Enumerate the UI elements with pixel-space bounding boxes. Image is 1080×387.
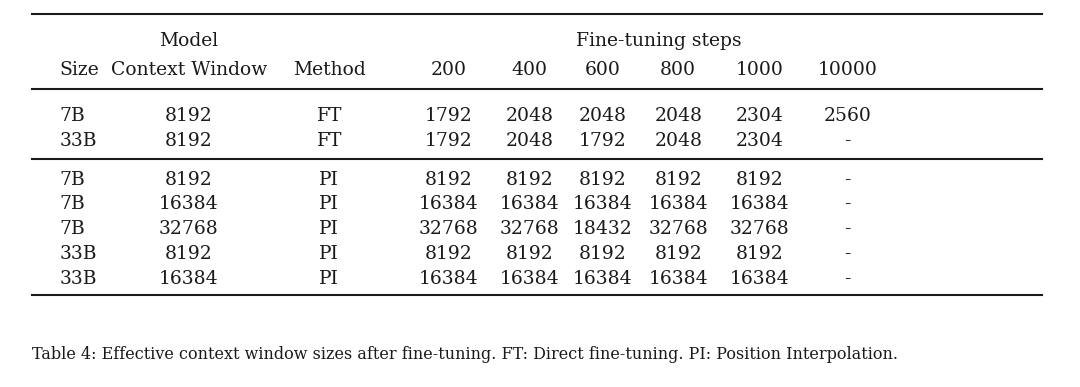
Text: 2048: 2048 (654, 132, 702, 150)
Text: -: - (845, 220, 851, 238)
Text: Model: Model (160, 32, 218, 50)
Text: 16384: 16384 (648, 270, 708, 288)
Text: 2048: 2048 (505, 107, 553, 125)
Text: 8192: 8192 (505, 245, 553, 263)
Text: 2048: 2048 (654, 107, 702, 125)
Text: 8192: 8192 (165, 107, 213, 125)
Text: 7B: 7B (59, 107, 85, 125)
Text: 18432: 18432 (572, 220, 633, 238)
Text: PI: PI (320, 171, 339, 189)
Text: 7B: 7B (59, 171, 85, 189)
Text: 2048: 2048 (505, 132, 553, 150)
Text: 8192: 8192 (579, 245, 626, 263)
Text: 32768: 32768 (159, 220, 219, 238)
Text: 32768: 32768 (499, 220, 559, 238)
Text: Context Window: Context Window (111, 61, 267, 79)
Text: FT: FT (316, 132, 342, 150)
Text: Method: Method (293, 61, 366, 79)
Text: 16384: 16384 (418, 195, 478, 213)
Text: 8192: 8192 (165, 171, 213, 189)
Text: 8192: 8192 (735, 171, 783, 189)
Text: 8192: 8192 (424, 245, 472, 263)
Text: 16384: 16384 (572, 270, 633, 288)
Text: 800: 800 (660, 61, 697, 79)
Text: -: - (845, 132, 851, 150)
Text: 16384: 16384 (418, 270, 478, 288)
Text: -: - (845, 195, 851, 213)
Text: 2048: 2048 (579, 107, 626, 125)
Text: 8192: 8192 (579, 171, 626, 189)
Text: 33B: 33B (59, 245, 97, 263)
Text: 7B: 7B (59, 220, 85, 238)
Text: 8192: 8192 (165, 132, 213, 150)
Text: 33B: 33B (59, 132, 97, 150)
Text: 32768: 32768 (418, 220, 478, 238)
Text: 16384: 16384 (729, 195, 789, 213)
Text: 8192: 8192 (165, 245, 213, 263)
Text: Size: Size (59, 61, 99, 79)
Text: PI: PI (320, 270, 339, 288)
Text: -: - (845, 270, 851, 288)
Text: 33B: 33B (59, 270, 97, 288)
Text: 8192: 8192 (424, 171, 472, 189)
Text: 16384: 16384 (648, 195, 708, 213)
Text: 16384: 16384 (729, 270, 789, 288)
Text: 16384: 16384 (159, 270, 219, 288)
Text: 16384: 16384 (159, 195, 219, 213)
Text: 600: 600 (584, 61, 621, 79)
Text: 7B: 7B (59, 195, 85, 213)
Text: -: - (845, 245, 851, 263)
Text: 2560: 2560 (824, 107, 872, 125)
Text: 10000: 10000 (818, 61, 878, 79)
Text: 8192: 8192 (654, 171, 702, 189)
Text: 1792: 1792 (424, 107, 472, 125)
Text: PI: PI (320, 195, 339, 213)
Text: 1000: 1000 (735, 61, 783, 79)
Text: 32768: 32768 (648, 220, 708, 238)
Text: PI: PI (320, 245, 339, 263)
Text: 400: 400 (511, 61, 548, 79)
Text: 16384: 16384 (572, 195, 633, 213)
Text: -: - (845, 171, 851, 189)
Text: 16384: 16384 (499, 270, 559, 288)
Text: 8192: 8192 (505, 171, 553, 189)
Text: Table 4: Effective context window sizes after fine-tuning. FT: Direct fine-tunin: Table 4: Effective context window sizes … (32, 346, 899, 363)
Text: 8192: 8192 (654, 245, 702, 263)
Text: 1792: 1792 (424, 132, 472, 150)
Text: 1792: 1792 (579, 132, 626, 150)
Text: 2304: 2304 (735, 107, 783, 125)
Text: 200: 200 (430, 61, 467, 79)
Text: 32768: 32768 (729, 220, 789, 238)
Text: 16384: 16384 (499, 195, 559, 213)
Text: FT: FT (316, 107, 342, 125)
Text: Fine-tuning steps: Fine-tuning steps (576, 32, 742, 50)
Text: PI: PI (320, 220, 339, 238)
Text: 2304: 2304 (735, 132, 783, 150)
Text: 8192: 8192 (735, 245, 783, 263)
